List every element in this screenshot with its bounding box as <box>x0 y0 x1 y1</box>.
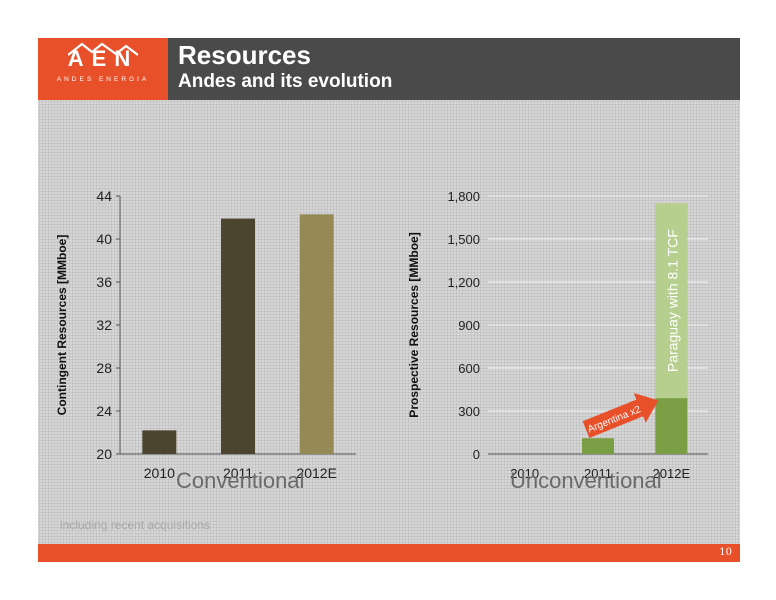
bar-2012E-segment-1 <box>655 203 688 399</box>
mountain-logo-icon <box>68 42 138 56</box>
y-axis-label: Contingent Resources [MMboe] <box>55 235 69 416</box>
x-tick-label: 2010 <box>510 466 539 480</box>
y-tick-label: 24 <box>96 403 112 419</box>
unconventional-chart: 0 300 600 900 1,200 1,500 1,800 2010 2011 2012E Pr… <box>407 189 708 480</box>
y-tick-label: 32 <box>96 317 112 333</box>
slide: AEN ANDES ENERGIA Resources Andes and it… <box>38 38 740 562</box>
y-tick-label: 0 <box>473 447 480 462</box>
slide-subtitle: Andes and its evolution <box>178 71 393 92</box>
y-tick-label: 900 <box>458 318 480 333</box>
y-tick-label: 300 <box>458 404 480 419</box>
paraguay-annotation: Paraguay with 8.1 TCF <box>664 229 680 372</box>
bar-2010 <box>142 430 177 454</box>
x-tick-label: 2012E <box>653 466 691 480</box>
conventional-caption: Conventional <box>176 468 305 493</box>
y-tick-label: 1,800 <box>447 189 480 204</box>
header: AEN ANDES ENERGIA Resources Andes and it… <box>38 38 740 100</box>
x-tick-label: 2010 <box>144 465 175 480</box>
arrow-shape <box>582 393 659 438</box>
x-tick-label: 2011 <box>223 465 253 480</box>
bar-2012E-segment-0 <box>655 398 688 454</box>
y-tick-label: 36 <box>96 274 112 290</box>
x-tick-label: 2011 <box>584 466 612 480</box>
argentina-arrow: Argentina x2 <box>582 393 659 438</box>
y-tick-label: 40 <box>96 231 112 247</box>
y-tick-label: 1,200 <box>447 275 480 290</box>
page-number: 10 <box>719 547 732 558</box>
bar-2012E <box>299 214 334 454</box>
footer-bar: 10 <box>38 544 740 562</box>
bar-2011-segment-0 <box>582 438 614 454</box>
logo-subtext: ANDES ENERGIA <box>56 76 150 83</box>
logo-text: AEN <box>67 46 139 71</box>
x-tick-label: 2012E <box>296 465 336 480</box>
y-tick-label: 28 <box>96 360 112 376</box>
y-axis-label: Prospective Resources [MMboe] <box>407 232 421 417</box>
slide-title: Resources <box>178 40 311 70</box>
content-area: 20 24 28 32 36 40 44 2010 2011 2012E Contingent Re… <box>38 100 740 544</box>
y-tick-label: 600 <box>458 361 480 376</box>
bar-2011 <box>221 218 255 454</box>
y-tick-label: 20 <box>96 446 112 462</box>
conventional-chart: 20 24 28 32 36 40 44 2010 2011 2012E Contingent Re… <box>55 188 356 480</box>
footnote: including recent acquisitions <box>60 518 211 532</box>
y-tick-label: 1,500 <box>447 232 480 247</box>
y-tick-label: 44 <box>96 188 112 204</box>
logo: AEN ANDES ENERGIA <box>38 38 168 100</box>
unconventional-caption: Unconventional <box>510 468 662 493</box>
